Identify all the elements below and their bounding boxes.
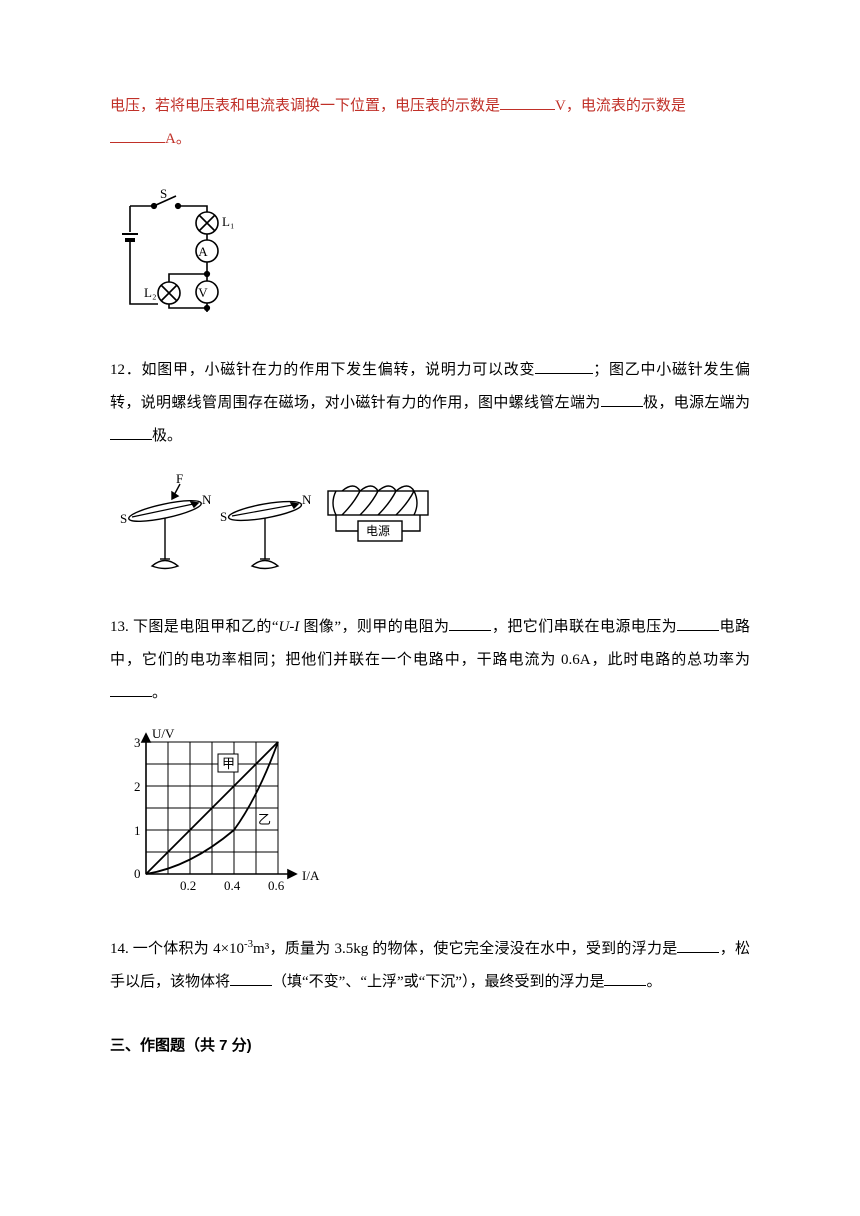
q14-num: 14. [110, 941, 133, 957]
label-N2: N [302, 492, 312, 507]
q13-blank-2 [677, 615, 719, 632]
label-yi: 乙 [258, 812, 271, 827]
xt3: 0.6 [268, 878, 285, 893]
xlabel: I/A [302, 868, 320, 883]
label-jia: 甲 [222, 756, 235, 771]
label-F: F [176, 471, 183, 486]
ui-chart-icon: U/V I/A 0 1 2 3 0.2 0.4 0.6 甲 乙 [110, 728, 320, 903]
label-power: 电源 [366, 524, 390, 538]
xt2: 0.4 [224, 878, 241, 893]
magnet-diagram-icon: F S N S N 电源 [110, 471, 455, 581]
q13-t2: ，把它们串联在电源电压为 [491, 619, 677, 635]
q11-figure: S L₁ A V L₂ [110, 174, 750, 324]
yt1: 1 [134, 823, 141, 838]
label-S: S [160, 186, 167, 201]
q11-unitV: V，电流表的示数是 [555, 98, 686, 114]
spacer [110, 999, 750, 1029]
q11-blank-2 [110, 127, 165, 144]
q14-blank-1 [677, 937, 719, 954]
circuit-diagram-icon: S L₁ A V L₂ [110, 174, 255, 324]
q14-text: 14. 一个体积为 4×10-3m³，质量为 3.5kg 的物体，使它完全浸没在… [110, 933, 750, 999]
q13-text: 13. 下图是电阻甲和乙的“U-I 图像”，则甲的电阻为 ，把它们串联在电源电压为… [110, 611, 750, 710]
q12-text: 12．如图甲，小磁针在力的作用下发生偏转，说明力可以改变；图乙中小磁针发生偏转，… [110, 354, 750, 453]
q13-t1: 下图是电阻甲和乙的“ [133, 619, 279, 635]
label-N1: N [202, 492, 212, 507]
q12-blank-2 [601, 391, 643, 408]
q11-t1: 电压，若将电压表和电流表调换一下位置，电压表的示数是 [110, 98, 500, 114]
q13-chart: U/V I/A 0 1 2 3 0.2 0.4 0.6 甲 乙 [110, 728, 750, 903]
q13-blank-3 [110, 681, 152, 698]
q13-num: 13. [110, 619, 133, 635]
q14-t1: 一个体积为 4×10 [133, 941, 244, 957]
q11-blank-1 [500, 94, 555, 111]
label-S2: S [220, 509, 227, 524]
q14-t3: （填“不变”、“上浮”或“下沉”），最终受到的浮力是 [272, 974, 604, 990]
q14-exp: -3 [244, 938, 253, 950]
q14-blank-3 [604, 970, 646, 987]
label-S1: S [120, 511, 127, 526]
label-L2: L₂ [144, 285, 156, 300]
label-L1: L₁ [222, 214, 234, 229]
q12-t3: 极，电源左端为 [643, 395, 750, 411]
q12-blank-1 [535, 358, 593, 375]
section-3-heading: 三、作图题（共 7 分) [110, 1029, 750, 1062]
q12-t1: 如图甲，小磁针在力的作用下发生偏转，说明力可以改变 [142, 362, 536, 378]
q12-blank-3 [110, 424, 152, 441]
xt1: 0.2 [180, 878, 196, 893]
q12-figure: F S N S N 电源 [110, 471, 750, 581]
label-V: V [198, 285, 208, 300]
q13-blank-1 [449, 615, 491, 632]
label-A: A [198, 244, 208, 259]
q11-unitA: A。 [165, 131, 191, 147]
yt2: 2 [134, 779, 141, 794]
q11-continuation: 电压，若将电压表和电流表调换一下位置，电压表的示数是 V，电流表的示数是 A。 [110, 90, 750, 156]
q13-t4: 。 [152, 685, 167, 701]
q14-blank-2 [230, 970, 272, 987]
q13-t1b: 图像”，则甲的电阻为 [299, 619, 449, 635]
yt0: 0 [134, 866, 141, 881]
q14-t4: 。 [646, 974, 661, 990]
q12-t4: 极。 [152, 428, 182, 444]
q14-t1b: m³，质量为 3.5kg 的物体，使它完全浸没在水中，受到的浮力是 [253, 941, 677, 957]
ylabel: U/V [152, 728, 175, 741]
q12-num: 12． [110, 362, 142, 378]
q13-ui: U-I [278, 619, 299, 635]
yt3: 3 [134, 735, 141, 750]
